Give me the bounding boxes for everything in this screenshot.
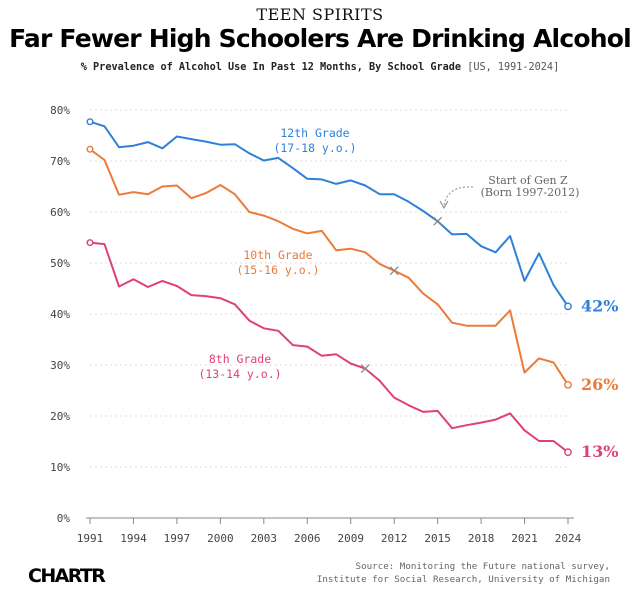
labels-group: 12th Grade(17-18 y.o.) 42% 10th Grade(15-1… xyxy=(198,126,618,461)
source-line1: Source: Monitoring the Future national s… xyxy=(355,561,610,572)
series-label-grade10: 10th Grade xyxy=(243,248,312,262)
x-tick-label-1994: 1994 xyxy=(120,532,147,545)
x-tick-label-2015: 2015 xyxy=(424,532,451,545)
x-tick-label-2024: 2024 xyxy=(555,532,582,545)
series-label-grade8: 8th Grade xyxy=(209,352,271,366)
start-point-grade10 xyxy=(86,145,94,153)
annotation-arrow xyxy=(443,186,474,207)
x-tick-label-2021: 2021 xyxy=(511,532,538,545)
kicker: TEEN SPIRITS xyxy=(256,5,384,24)
y-tick-label-10: 10% xyxy=(50,461,70,474)
series-group xyxy=(86,118,572,457)
series-label-grade12: 12th Grade xyxy=(280,126,349,140)
x-tick-label-2018: 2018 xyxy=(468,532,495,545)
series-sublabel-grade12: (17-18 y.o.) xyxy=(273,141,356,155)
y-tick-label-50: 50% xyxy=(50,257,70,270)
x-tick-label-2012: 2012 xyxy=(381,532,408,545)
end-point-grade12 xyxy=(564,302,572,311)
gen-z-marker-grade10 xyxy=(389,266,399,276)
subtitle-main: % Prevalence of Alcohol Use In Past 12 M… xyxy=(80,62,462,73)
annotation: Start of Gen Z (Born 1997-2012) xyxy=(439,174,580,210)
start-point-grade12 xyxy=(86,118,94,126)
page-title: Far Fewer High Schoolers Are Drinking Al… xyxy=(9,24,632,53)
axes: 0% 10% 20% 30% 40% 50% 60% 70% 80% 1991 1994 1997 20… xyxy=(50,104,581,545)
series-line-grade10 xyxy=(89,148,569,386)
y-tick-label-0: 0% xyxy=(57,512,71,525)
series-line-grade8 xyxy=(89,241,569,453)
y-tick-label-80: 80% xyxy=(50,104,70,117)
end-value-label-grade8: 13% xyxy=(581,442,618,461)
x-tick-label-2003: 2003 xyxy=(251,532,278,545)
series-sublabel-grade10: (15-16 y.o.) xyxy=(236,263,319,277)
end-value-label-grade12: 42% xyxy=(581,296,618,315)
subtitle-note: [US, 1991-2024] xyxy=(467,62,560,73)
x-tick-label-1997: 1997 xyxy=(164,532,191,545)
y-tick-label-30: 30% xyxy=(50,359,70,372)
annotation-arrowhead xyxy=(439,200,449,210)
gen-z-marker-grade12 xyxy=(433,216,443,226)
end-point-grade10 xyxy=(564,380,572,389)
y-tick-label-20: 20% xyxy=(50,410,70,423)
source-note: Source: Monitoring the Future national s… xyxy=(317,560,610,586)
source-line2: Institute for Social Research, Universit… xyxy=(316,574,610,585)
y-tick-label-70: 70% xyxy=(50,155,70,168)
start-point-grade8 xyxy=(86,239,94,247)
chartr-logo: CHARTR xyxy=(28,565,106,587)
x-tick-label-2000: 2000 xyxy=(207,532,234,545)
x-tick-label-1991: 1991 xyxy=(77,532,104,545)
end-value-label-grade10: 26% xyxy=(581,375,618,394)
line-chart: 0% 10% 20% 30% 40% 50% 60% 70% 80% 1991 1994 1997 20… xyxy=(50,104,618,545)
grid xyxy=(90,109,568,468)
annotation-line1: Start of Gen Z xyxy=(488,174,568,187)
x-tick-label-2009: 2009 xyxy=(337,532,364,545)
annotation-line2: (Born 1997-2012) xyxy=(481,186,580,199)
series-line-grade12 xyxy=(89,120,569,307)
x-tick-label-2006: 2006 xyxy=(294,532,321,545)
end-point-grade8 xyxy=(564,448,572,457)
y-tick-label-40: 40% xyxy=(50,308,70,321)
subtitle: % Prevalence of Alcohol Use In Past 12 M… xyxy=(0,62,640,73)
gen-z-marker-grade8 xyxy=(360,364,370,374)
series-sublabel-grade8: (13-14 y.o.) xyxy=(198,367,281,381)
y-tick-label-60: 60% xyxy=(50,206,70,219)
